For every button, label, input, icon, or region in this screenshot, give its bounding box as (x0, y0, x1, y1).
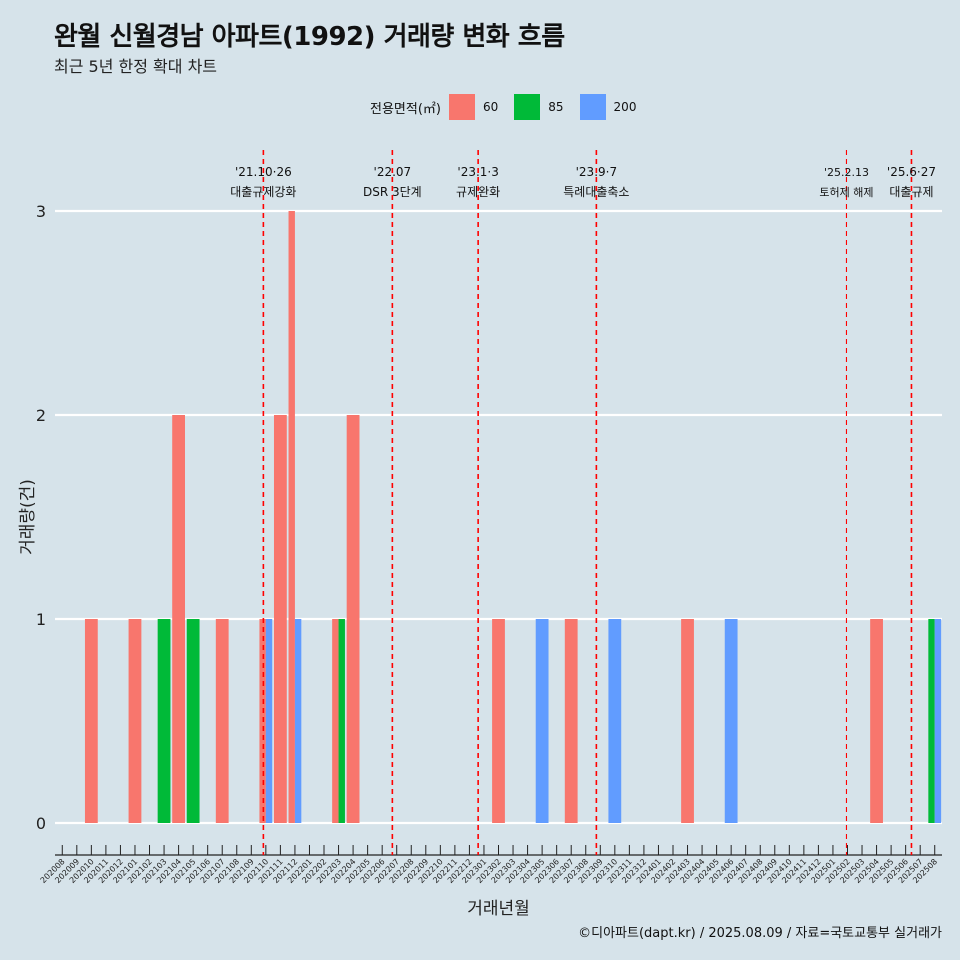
bar-202204-60 (346, 415, 360, 823)
bar-202203-85 (338, 619, 345, 823)
legend-swatch-85 (514, 94, 541, 120)
x-axis-title: 거래년월 (467, 899, 530, 919)
annotation-date-2: '23.1·3 (457, 165, 498, 179)
y-tick-label-2: 2 (36, 406, 46, 425)
annotation-date-3: '23.9·7 (576, 165, 617, 179)
bar-202107-60 (215, 619, 229, 823)
legend-label-60: 60 (482, 100, 499, 114)
bar-202010-60 (84, 619, 98, 823)
annotation-label-4: 토허제 해제 (819, 185, 873, 199)
y-tick-label-1: 1 (36, 610, 46, 629)
annotation-date-1: '22.07 (374, 165, 412, 179)
bar-202104-60 (172, 415, 185, 823)
bar-202302-60 (492, 619, 505, 823)
bar-202112-200 (294, 619, 302, 823)
annotation-label-5: 대출규제 (889, 185, 933, 199)
bar-202111-60 (273, 415, 287, 823)
annotation-date-4: '25.2.13 (824, 166, 869, 179)
legend-label-85: 85 (548, 100, 564, 114)
annotation-label-3: 특례대출축소 (563, 185, 629, 199)
legend-swatch-60 (448, 94, 475, 120)
annotation-date-5: '25.6·27 (887, 165, 936, 179)
annotation-date-0: '21.10·26 (235, 165, 292, 179)
legend-title: 전용면적(㎡) (370, 101, 441, 117)
bar-202504-60 (870, 619, 883, 823)
bar-202310-200 (608, 619, 622, 823)
bar-202110-200 (265, 619, 273, 823)
bar-202112-60 (288, 211, 295, 823)
bar-202403-60 (681, 619, 694, 823)
y-axis-title: 거래량(건) (18, 479, 38, 555)
footer-credit: ©디아파트(dapt.kr) / 2025.08.09 / 자료=국토교통부 실… (578, 926, 942, 941)
bar-202203-60 (332, 619, 339, 823)
legend: 전용면적(㎡) 60 85 200 (370, 93, 652, 121)
annotation-label-0: 대출규제강화 (230, 185, 296, 199)
bar-202305-200 (535, 619, 549, 823)
annotation-label-2: 규제완화 (456, 185, 500, 199)
bar-202508-200 (934, 619, 942, 823)
y-tick-label-0: 0 (36, 814, 46, 833)
y-tick-label-3: 3 (36, 202, 46, 221)
bar-202103-85 (157, 619, 171, 823)
legend-swatch-200 (579, 94, 606, 120)
annotation-label-1: DSR 3단계 (363, 185, 422, 199)
bar-202508-85 (928, 619, 935, 823)
bar-202101-60 (128, 619, 142, 823)
legend-label-200: 200 (613, 100, 637, 114)
chart-title: 완월 신월경남 아파트(1992) 거래량 변화 흐름 (54, 22, 565, 52)
bar-202105-85 (186, 619, 200, 823)
bar-202307-60 (564, 619, 578, 823)
bar-202406-200 (724, 619, 738, 823)
chart-subtitle: 최근 5년 한정 확대 차트 (54, 57, 218, 76)
